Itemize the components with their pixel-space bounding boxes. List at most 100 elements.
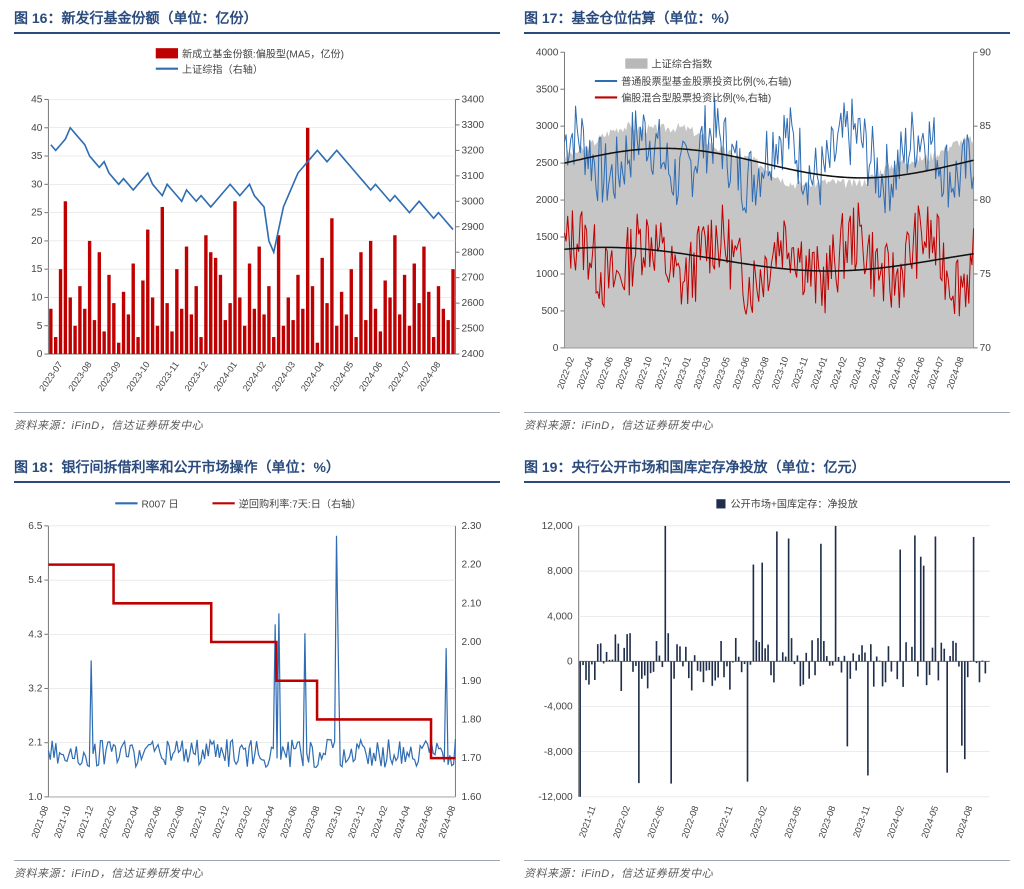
svg-text:2023-10: 2023-10 [324, 804, 345, 839]
svg-text:4.3: 4.3 [28, 629, 42, 640]
svg-text:1.60: 1.60 [462, 791, 482, 802]
svg-text:35: 35 [31, 151, 43, 162]
panel-17-chart: 0500100015002000250030003500400070758085… [524, 42, 1010, 413]
svg-text:公开市场+国库定存：净投放: 公开市场+国库定存：净投放 [731, 497, 858, 510]
svg-text:2024-07: 2024-07 [386, 360, 413, 393]
svg-text:-4,000: -4,000 [544, 701, 573, 712]
panel-17-source: 资料来源：iFinD，信达证券研发中心 [524, 417, 1010, 433]
svg-text:2022-12: 2022-12 [653, 355, 674, 390]
svg-text:2024-08: 2024-08 [945, 355, 966, 390]
svg-text:1.80: 1.80 [462, 714, 482, 725]
svg-text:1.90: 1.90 [462, 675, 482, 686]
svg-text:2024-06: 2024-06 [906, 355, 927, 390]
svg-text:逆回购利率:7天:日（右轴）: 逆回购利率:7天:日（右轴） [239, 497, 362, 510]
svg-text:8,000: 8,000 [547, 566, 573, 577]
svg-text:45: 45 [31, 95, 43, 106]
panel-18-chart: R007 日逆回购利率:7天:日（右轴）1.02.13.24.35.46.51.… [14, 491, 500, 862]
panel-17-title: 图 17：基金仓位估算（单位：%） [524, 8, 1010, 34]
svg-text:90: 90 [980, 47, 992, 58]
panel-16-title: 图 16：新发行基金份额（单位：亿份） [14, 8, 500, 34]
svg-text:2022-08: 2022-08 [614, 355, 635, 390]
panel-18-source: 资料来源：iFinD，信达证券研发中心 [14, 865, 500, 881]
svg-text:2024-04: 2024-04 [391, 804, 412, 839]
svg-text:2023-10: 2023-10 [770, 355, 791, 390]
svg-text:2.10: 2.10 [462, 598, 482, 609]
svg-text:2022-02: 2022-02 [611, 804, 632, 839]
svg-text:500: 500 [542, 306, 559, 317]
svg-text:2024-02: 2024-02 [241, 360, 268, 393]
panel-19-chart: 公开市场+国库定存：净投放-12,000-8,000-4,00004,0008,… [524, 491, 1010, 862]
svg-text:2022-02: 2022-02 [97, 804, 118, 839]
svg-text:2024-01: 2024-01 [212, 360, 239, 393]
svg-text:2023-01: 2023-01 [672, 355, 693, 390]
svg-text:2021-08: 2021-08 [30, 804, 51, 839]
svg-text:2021-11: 2021-11 [577, 804, 598, 839]
svg-text:2022-11: 2022-11 [714, 804, 735, 839]
svg-text:2024-05: 2024-05 [886, 355, 907, 390]
svg-text:3100: 3100 [462, 171, 485, 182]
svg-text:2900: 2900 [462, 222, 485, 233]
svg-text:2024-08: 2024-08 [954, 804, 975, 839]
svg-text:2023-12: 2023-12 [346, 804, 367, 839]
svg-text:上证综指（右轴）: 上证综指（右轴） [182, 63, 263, 76]
svg-text:4000: 4000 [536, 47, 559, 58]
svg-text:2023-08: 2023-08 [817, 804, 838, 839]
svg-text:2023-05: 2023-05 [782, 804, 803, 839]
svg-text:2024-07: 2024-07 [925, 355, 946, 390]
svg-text:2022-05: 2022-05 [645, 804, 666, 839]
svg-text:70: 70 [980, 343, 992, 354]
svg-text:-12,000: -12,000 [538, 791, 573, 802]
svg-text:15: 15 [31, 264, 43, 275]
panel-19-source: 资料来源：iFinD，信达证券研发中心 [524, 865, 1010, 881]
svg-text:2024-01: 2024-01 [809, 355, 830, 390]
svg-text:2023-05: 2023-05 [711, 355, 732, 390]
svg-text:2022-06: 2022-06 [143, 804, 164, 839]
svg-text:2022-12: 2022-12 [210, 804, 231, 839]
svg-text:2.20: 2.20 [462, 559, 482, 570]
svg-text:2000: 2000 [536, 195, 559, 206]
svg-text:0: 0 [553, 343, 559, 354]
svg-text:2024-02: 2024-02 [828, 355, 849, 390]
svg-text:2500: 2500 [536, 158, 559, 169]
svg-text:2024-04: 2024-04 [299, 360, 326, 393]
svg-text:2022-08: 2022-08 [680, 804, 701, 839]
svg-text:R007 日: R007 日 [142, 499, 179, 510]
svg-text:2023-09: 2023-09 [95, 360, 122, 393]
svg-text:偏股混合型股票投资比例(%,右轴): 偏股混合型股票投资比例(%,右轴) [621, 91, 771, 104]
svg-text:2022-04: 2022-04 [120, 804, 141, 839]
svg-text:3500: 3500 [536, 84, 559, 95]
svg-text:2021-10: 2021-10 [52, 804, 73, 839]
svg-text:上证综合指数: 上证综合指数 [652, 58, 713, 71]
svg-text:2023-11: 2023-11 [789, 355, 810, 390]
svg-text:普通股票型基金股票投资比例(%,右轴): 普通股票型基金股票投资比例(%,右轴) [621, 75, 791, 88]
svg-text:2023-03: 2023-03 [692, 355, 713, 390]
svg-text:2024-04: 2024-04 [867, 355, 888, 390]
svg-text:75: 75 [980, 269, 992, 280]
svg-text:2023-02: 2023-02 [748, 804, 769, 839]
svg-text:3.2: 3.2 [28, 683, 42, 694]
svg-text:30: 30 [31, 179, 43, 190]
svg-text:10: 10 [31, 292, 43, 303]
svg-text:1.0: 1.0 [28, 791, 42, 802]
chart-grid: 图 16：新发行基金份额（单位：亿份） 新成立基金份额:偏股型(MA5，亿份)上… [14, 8, 1010, 881]
svg-text:2023-08: 2023-08 [750, 355, 771, 390]
svg-text:2500: 2500 [462, 324, 485, 335]
svg-text:12,000: 12,000 [542, 520, 573, 531]
svg-text:2024-06: 2024-06 [414, 804, 435, 839]
panel-18-title: 图 18：银行间拆借利率和公开市场操作（单位：%） [14, 457, 500, 483]
svg-text:3000: 3000 [536, 121, 559, 132]
svg-text:2.1: 2.1 [28, 737, 42, 748]
svg-text:25: 25 [31, 208, 43, 219]
svg-text:2024-02: 2024-02 [369, 804, 390, 839]
svg-text:0: 0 [37, 349, 43, 360]
svg-text:3400: 3400 [462, 95, 485, 106]
svg-text:2024-05: 2024-05 [919, 804, 940, 839]
svg-text:85: 85 [980, 121, 992, 132]
svg-text:2023-08: 2023-08 [301, 804, 322, 839]
svg-text:0: 0 [567, 656, 573, 667]
svg-text:2023-11: 2023-11 [154, 360, 181, 393]
svg-text:2023-07: 2023-07 [37, 360, 64, 393]
svg-text:2023-06: 2023-06 [278, 804, 299, 839]
svg-text:1500: 1500 [536, 232, 559, 243]
svg-text:2022-06: 2022-06 [594, 355, 615, 390]
